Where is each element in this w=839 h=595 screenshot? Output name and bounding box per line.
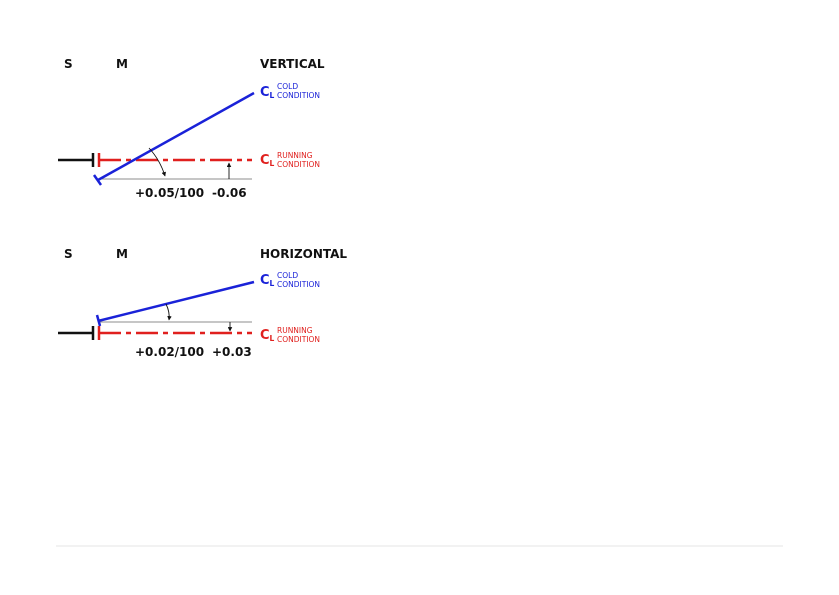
vertical-cold-line1: COLD: [277, 82, 298, 91]
vertical-cold-line2: CONDITION: [277, 91, 320, 100]
horizontal-panel: S M HORIZONTAL +0.02/100 +0.03 CL COLD C…: [58, 247, 347, 359]
horizontal-label-s: S: [64, 247, 73, 261]
vertical-label-s: S: [64, 57, 73, 71]
vertical-running-label: CL RUNNING CONDITION: [260, 151, 320, 169]
horizontal-running-line2: CONDITION: [277, 335, 320, 344]
vertical-running-line2: CONDITION: [277, 160, 320, 169]
horizontal-cold-end: [95, 314, 102, 327]
horizontal-offset-value: +0.03: [212, 345, 252, 359]
vertical-cold-line: [97, 91, 255, 182]
vertical-offset-value: -0.06: [212, 186, 247, 200]
horizontal-running-label: CL RUNNING CONDITION: [260, 326, 320, 344]
horizontal-running-line1: RUNNING: [277, 326, 313, 335]
horizontal-cold-cl: C: [260, 273, 270, 288]
vertical-panel: S M VERTICAL +0.05/100 -0.06 CL COLD CON…: [58, 57, 325, 200]
horizontal-angle-value: +0.02/100: [135, 345, 204, 359]
svg-text:CL: CL: [260, 273, 275, 288]
svg-text:CL: CL: [260, 328, 275, 343]
horizontal-cold-line2: CONDITION: [277, 280, 320, 289]
vertical-running-line1: RUNNING: [277, 151, 313, 160]
vertical-label-m: M: [116, 57, 128, 71]
vertical-cold-label: CL COLD CONDITION: [260, 82, 320, 100]
vertical-cold-end: [92, 174, 103, 186]
vertical-angle-value: +0.05/100: [135, 186, 204, 200]
vertical-cold-cl-sub: L: [270, 91, 275, 100]
vertical-angle-arrow: [148, 147, 166, 177]
horizontal-cold-line: [97, 280, 255, 323]
horizontal-cold-cl-sub: L: [270, 279, 275, 288]
vertical-running-cl: C: [260, 153, 270, 168]
horizontal-running-cl-sub: L: [270, 334, 275, 343]
vertical-running-cl-sub: L: [270, 159, 275, 168]
horizontal-title: HORIZONTAL: [260, 247, 347, 261]
horizontal-angle-arrow: [165, 303, 172, 321]
horizontal-running-cl: C: [260, 328, 270, 343]
horizontal-label-m: M: [116, 247, 128, 261]
vertical-cold-cl: C: [260, 85, 270, 100]
vertical-title: VERTICAL: [260, 57, 325, 71]
svg-text:CL: CL: [260, 85, 275, 100]
horizontal-cold-line1: COLD: [277, 271, 298, 280]
svg-text:CL: CL: [260, 153, 275, 168]
horizontal-cold-label: CL COLD CONDITION: [260, 271, 320, 289]
